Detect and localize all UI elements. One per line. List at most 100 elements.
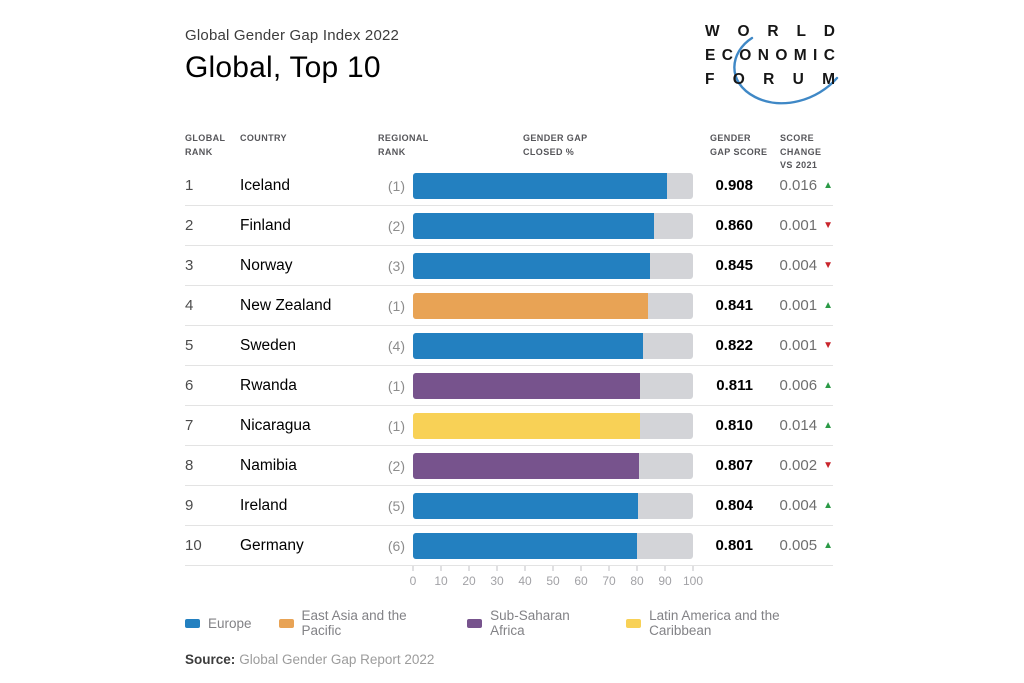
gap-closed-bar-cell <box>413 532 693 559</box>
axis-tick <box>664 566 666 571</box>
gap-closed-bar-track <box>413 252 693 279</box>
gap-closed-bar <box>413 492 639 519</box>
legend-swatch <box>467 618 483 628</box>
page-title: Global, Top 10 <box>185 51 381 84</box>
gap-closed-bar-cell <box>413 292 693 319</box>
axis-tick-label: 20 <box>462 574 476 588</box>
score-change-value: 0.004 <box>779 257 818 274</box>
axis-tick-label: 80 <box>630 574 644 588</box>
regional-rank: (3) <box>387 257 405 274</box>
table-row: 8 Namibia (2) 0.807 0.002 ▼ <box>185 446 833 486</box>
table-row: 4 New Zealand (1) 0.841 0.001 ▲ <box>185 286 833 326</box>
global-rank: 7 <box>185 417 194 434</box>
column-header-country: COUNTRY <box>240 133 287 143</box>
table-row: 7 Nicaragua (1) 0.810 0.014 ▲ <box>185 406 833 446</box>
global-rank: 6 <box>185 377 194 394</box>
gender-gap-score: 0.845 <box>715 257 753 274</box>
table-row: 9 Ireland (5) 0.804 0.004 ▲ <box>185 486 833 526</box>
axis-tick <box>692 566 694 571</box>
country-name: Nicaragua <box>240 416 311 434</box>
source-label: Source: <box>185 652 236 667</box>
column-header-gap-score: GENDER GAP SCORE <box>710 133 768 157</box>
score-change: 0.006 ▲ <box>753 377 833 394</box>
country-name: Iceland <box>240 176 290 194</box>
country-name: Norway <box>240 256 293 274</box>
gender-gap-score: 0.804 <box>715 497 753 514</box>
change-down-icon: ▼ <box>823 259 833 271</box>
x-axis: 0 10 20 30 40 50 60 70 80 90 100 <box>410 566 703 596</box>
regional-rank: (1) <box>387 417 405 434</box>
gap-closed-bar-cell <box>413 492 693 519</box>
axis-tick <box>524 566 526 571</box>
gap-closed-bar-track <box>413 492 693 519</box>
logo-letter: C <box>823 47 835 64</box>
gap-closed-bar-track <box>413 172 693 199</box>
gap-closed-bar <box>413 412 640 439</box>
change-down-icon: ▼ <box>823 339 833 351</box>
logo-letter: O <box>737 23 750 40</box>
change-up-icon: ▲ <box>823 539 833 551</box>
legend-label: Latin America and the Caribbean <box>649 608 780 638</box>
score-change: 0.001 ▼ <box>753 337 833 354</box>
gender-gap-score: 0.810 <box>715 417 753 434</box>
regional-rank: (2) <box>387 457 405 474</box>
logo-letter: M <box>793 47 807 64</box>
legend-label: East Asia and the Pacific <box>301 608 407 638</box>
axis-tick <box>552 566 554 571</box>
logo-arc-icon <box>733 36 839 105</box>
score-change: 0.005 ▲ <box>753 537 833 554</box>
score-change-value: 0.005 <box>779 537 818 554</box>
global-rank: 9 <box>185 497 194 514</box>
score-change: 0.002 ▼ <box>753 457 833 474</box>
gap-closed-bar-cell <box>413 452 693 479</box>
axis-tick-label: 100 <box>682 574 704 588</box>
table-row: 3 Norway (3) 0.845 0.004 ▼ <box>185 246 833 286</box>
axis-tick-label: 50 <box>546 574 560 588</box>
gap-closed-bar-cell <box>413 212 693 239</box>
score-change-value: 0.016 <box>779 177 818 194</box>
gap-closed-bar-track <box>413 292 693 319</box>
axis-tick-label: 30 <box>490 574 504 588</box>
legend-swatch <box>626 618 642 628</box>
gap-closed-bar-track <box>413 332 693 359</box>
axis-tick-label: 10 <box>434 574 448 588</box>
column-header-gap-closed: GENDER GAP CLOSED % <box>523 133 588 157</box>
gender-gap-score: 0.811 <box>716 377 753 394</box>
gender-gap-score: 0.908 <box>715 177 753 194</box>
change-down-icon: ▼ <box>823 459 833 471</box>
legend-swatch <box>278 618 294 628</box>
table-header: GLOBAL RANK COUNTRY REGIONAL RANK GENDER… <box>185 132 833 170</box>
score-change-value: 0.001 <box>779 297 818 314</box>
global-rank: 5 <box>185 337 194 354</box>
country-name: Germany <box>240 536 304 554</box>
table-row: 1 Iceland (1) 0.908 0.016 ▲ <box>185 166 833 206</box>
gap-closed-bar <box>413 452 639 479</box>
legend: Europe East Asia and the Pacific Sub-Sahar… <box>185 608 833 638</box>
score-change-value: 0.006 <box>779 377 818 394</box>
country-name: Sweden <box>240 336 297 354</box>
source-text: Global Gender Gap Report 2022 <box>239 652 435 667</box>
axis-tick <box>440 566 442 571</box>
axis-tick-label: 90 <box>658 574 672 588</box>
column-header-global-rank: GLOBAL RANK <box>185 133 226 157</box>
logo-letter: N <box>757 47 769 64</box>
table-body: 1 Iceland (1) 0.908 0.016 ▲ 2 Finland (2) 0.860 0.… <box>185 166 833 566</box>
score-change-value: 0.001 <box>779 337 818 354</box>
logo-letter: O <box>775 47 788 64</box>
global-rank: 3 <box>185 257 194 274</box>
axis-tick <box>580 566 582 571</box>
score-change-value: 0.002 <box>779 457 818 474</box>
gap-closed-bar-cell <box>413 172 693 199</box>
gap-closed-bar-track <box>413 532 693 559</box>
change-up-icon: ▲ <box>823 379 833 391</box>
regional-rank: (2) <box>387 217 405 234</box>
gap-closed-bar <box>413 532 638 559</box>
score-change-value: 0.001 <box>779 217 818 234</box>
logo-letter: F <box>705 71 715 88</box>
score-change-value: 0.004 <box>779 497 818 514</box>
gap-closed-bar-cell <box>413 412 693 439</box>
